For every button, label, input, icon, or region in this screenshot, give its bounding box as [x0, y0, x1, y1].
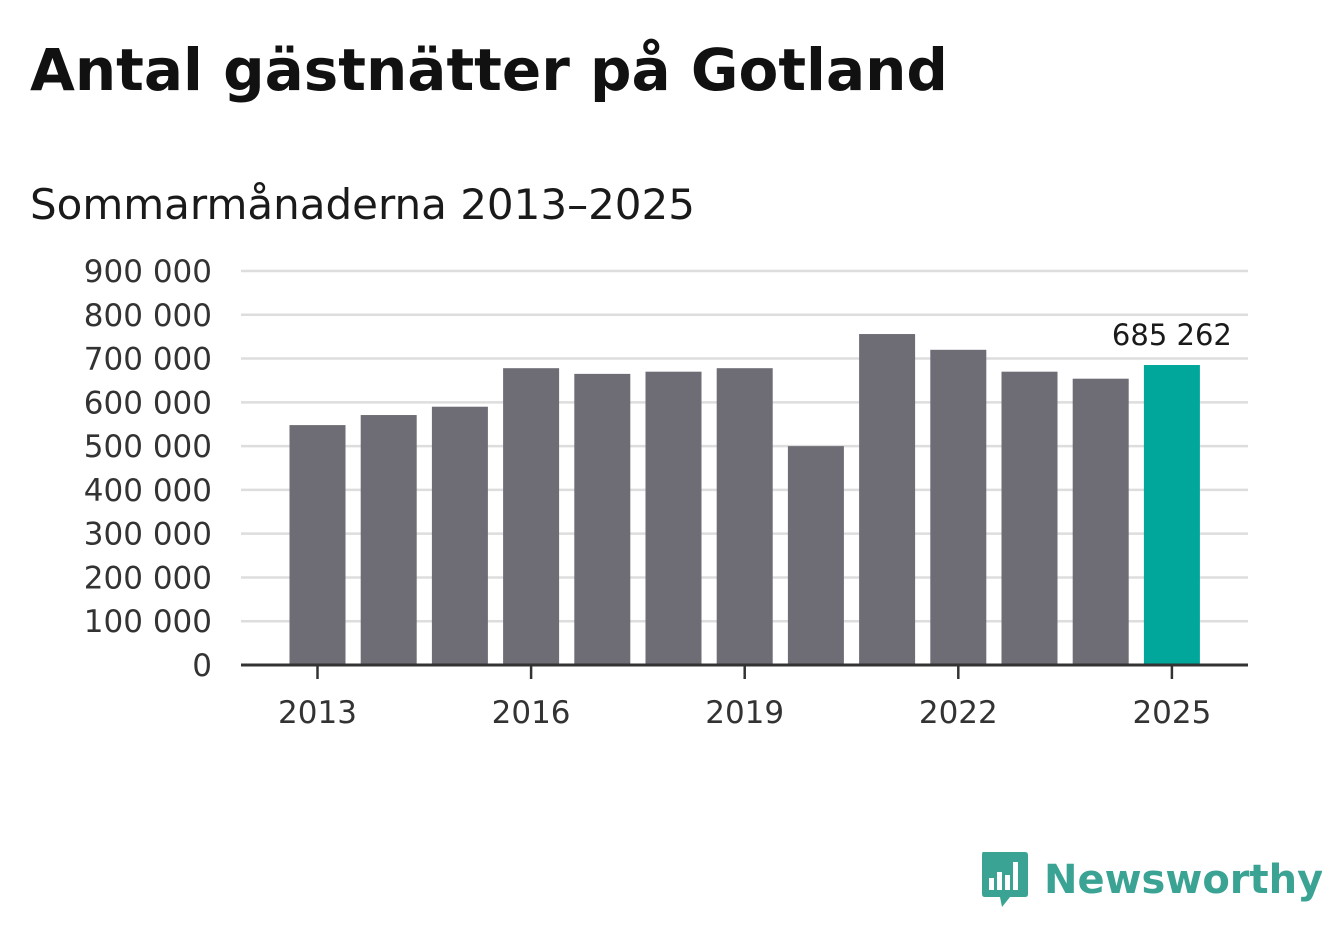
chart-subtitle: Sommarmånaderna 2013–2025	[30, 180, 695, 229]
y-tick-label: 400 000	[84, 473, 212, 509]
x-tick-label: 2013	[278, 695, 357, 731]
bar-2020	[787, 446, 844, 665]
x-tick-label: 2022	[919, 695, 998, 731]
y-tick-label: 800 000	[84, 298, 212, 334]
bar-2023	[1001, 371, 1058, 665]
x-tick-label: 2025	[1132, 695, 1211, 731]
data-labels: 685 262	[1112, 318, 1232, 352]
y-tick-label: 900 000	[84, 254, 212, 290]
bar-2015	[431, 406, 488, 665]
x-axis-ticks: 2013 2016 2019 2022 2025	[278, 665, 1211, 731]
bar-2017	[574, 373, 631, 665]
bar-2018	[645, 371, 702, 665]
bar-2022	[930, 349, 987, 665]
x-tick-label: 2016	[492, 695, 571, 731]
y-tick-label: 200 000	[84, 560, 212, 596]
data-label: 685 262	[1112, 318, 1232, 352]
x-tick-label: 2019	[705, 695, 784, 731]
y-tick-label: 300 000	[84, 517, 212, 553]
y-tick-label: 500 000	[84, 429, 212, 465]
bar-2013	[289, 425, 346, 665]
y-tick-label: 600 000	[84, 385, 212, 421]
bars	[289, 334, 1200, 665]
bar-2021	[859, 334, 916, 665]
bar-2024	[1072, 378, 1129, 665]
bar-chart: 0 100 000 200 000 300 000 400 000 500 000 600 …	[84, 254, 1248, 731]
y-tick-label: 100 000	[84, 604, 212, 640]
brand-name: Newsworthy	[1044, 857, 1322, 903]
y-tick-label: 0	[192, 648, 212, 684]
newsworthy-brand[interactable]: Newsworthy	[980, 850, 1322, 910]
y-tick-label: 700 000	[84, 342, 212, 378]
y-axis-ticks: 0 100 000 200 000 300 000 400 000 500 000 600 …	[84, 254, 212, 684]
bar-2025	[1143, 365, 1200, 665]
chart-title: Antal gästnätter på Gotland	[30, 36, 948, 104]
bar-2016	[503, 368, 560, 665]
bar-2014	[360, 415, 417, 665]
bar-2019	[716, 368, 773, 665]
newsworthy-logo-icon	[982, 852, 1028, 907]
